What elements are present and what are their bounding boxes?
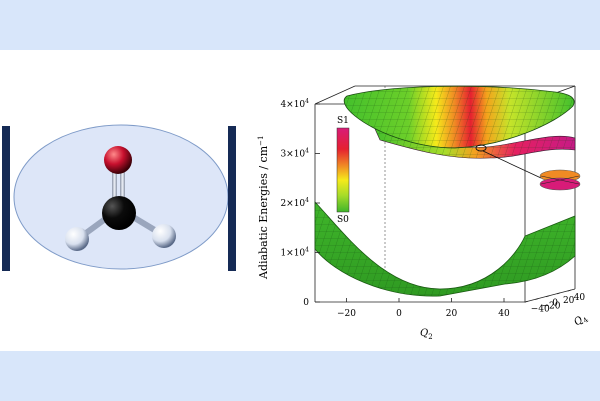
y-tick-label: −20 (541, 302, 560, 312)
y-tick-mark (524, 300, 528, 303)
y-axis: −40−200 20 40 (524, 289, 586, 314)
y-axis-label: Q4 (572, 312, 590, 330)
x-axis: −20 0 20 40 (337, 298, 510, 319)
z-tick-exp: 4 (305, 148, 309, 155)
formaldehyde-panel (2, 124, 236, 271)
intersection-marker (475, 144, 487, 152)
z-axis-label-unit-exp: −1 (257, 136, 265, 146)
energy-surface-plot: S1 S0 0 1×104 2×104 3×104 4×104 Adiabatic En… (257, 85, 590, 341)
left-bracket (2, 126, 10, 271)
y-tick-mark (546, 295, 550, 298)
intersection-leader (482, 150, 542, 179)
z-tick-exp: 4 (305, 247, 309, 254)
z-tick-exp: 4 (305, 98, 309, 105)
z-tick-label: 0 (303, 298, 309, 308)
oxygen-atom (104, 146, 132, 174)
x-tick-label: 40 (498, 309, 510, 319)
right-bracket (228, 126, 236, 271)
carbon-atom (102, 196, 136, 230)
header-band (0, 0, 600, 50)
y-tick-label: 20 (563, 296, 575, 306)
z-axis: 0 1×104 2×104 3×104 4×104 (280, 98, 320, 308)
z-tick-label: 3×104 (280, 148, 309, 160)
y-tick-mark (535, 298, 539, 300)
footer-band (0, 351, 600, 401)
y-tick-label: 40 (574, 293, 586, 303)
y-tick-mark (567, 289, 571, 292)
z-tick-exp: 4 (305, 197, 309, 204)
x-tick-label: 0 (396, 309, 402, 319)
y-tick-label: 0 (552, 299, 558, 309)
colorbar-bottom-label: S0 (337, 215, 349, 225)
formaldehyde-ball-and-stick-icon (65, 146, 176, 251)
hydrogen-atom (152, 224, 176, 248)
x-tick-label: −20 (337, 309, 356, 319)
s0-surface (314, 200, 576, 297)
z-tick-label: 1×104 (280, 247, 309, 259)
x-axis-label: Q2 (420, 328, 433, 341)
s1-surface (343, 85, 575, 149)
z-tick-label: 2×104 (280, 197, 309, 209)
z-tick-label: 4×104 (280, 98, 309, 110)
y-axis-label-sub: 4 (582, 316, 591, 325)
y-tick-mark (556, 292, 561, 295)
y-tick-label: −40 (531, 304, 550, 314)
colorbar (336, 127, 350, 213)
conical-intersection-icon (539, 169, 581, 191)
colorbar-top-label: S1 (337, 116, 349, 126)
z-axis-label: Adiabatic Energies / cm−1 (257, 136, 270, 280)
x-tick-label: 20 (446, 309, 458, 319)
x-axis-label-sub: 2 (428, 333, 432, 341)
hydrogen-atom (65, 227, 89, 251)
